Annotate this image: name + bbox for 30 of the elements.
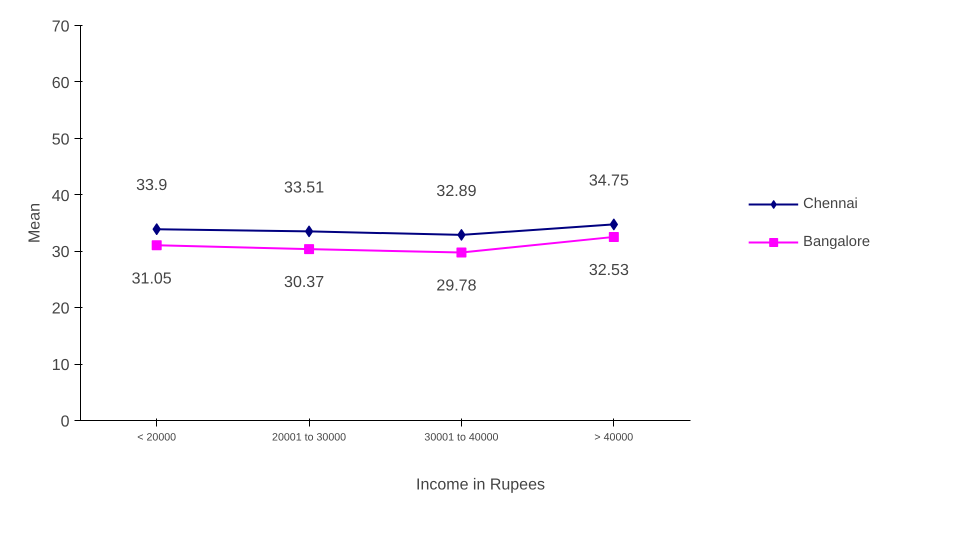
x-tick-label: < 20000 xyxy=(137,432,176,444)
y-tick-label: 0 xyxy=(60,414,70,430)
point xyxy=(304,244,314,254)
data-label: 31.05 xyxy=(132,270,172,288)
point xyxy=(152,240,162,250)
point xyxy=(456,247,466,258)
data-label: 33.51 xyxy=(284,179,324,196)
y-tick-label: 20 xyxy=(52,300,70,318)
data-label: 34.75 xyxy=(588,172,629,190)
legend-label: Bangalore xyxy=(803,234,870,250)
legend-label: Chennai xyxy=(803,196,858,212)
y-tick-label: 30 xyxy=(52,244,70,262)
data-label: 32.53 xyxy=(588,262,629,279)
y-tick-label: 60 xyxy=(52,74,70,92)
y-tick-label: 10 xyxy=(52,357,70,374)
data-label: 33.9 xyxy=(136,177,168,194)
y-axis-title: Mean xyxy=(26,202,44,244)
point xyxy=(457,228,466,241)
data-label: 32.89 xyxy=(436,182,477,200)
point xyxy=(304,225,314,238)
x-axis-title: Income in Rupees xyxy=(416,476,545,494)
data-label: 30.37 xyxy=(284,274,324,292)
x-tick-label: > 40000 xyxy=(594,432,634,444)
x-tick-label: 20001 to 30000 xyxy=(272,432,346,444)
x-tick-label: 30001 to 40000 xyxy=(424,432,499,444)
data-label: 29.78 xyxy=(436,277,477,294)
y-tick-label: 50 xyxy=(52,131,70,148)
point xyxy=(608,232,619,242)
y-tick-label: 40 xyxy=(52,188,70,205)
y-tick-label: 70 xyxy=(52,18,70,36)
